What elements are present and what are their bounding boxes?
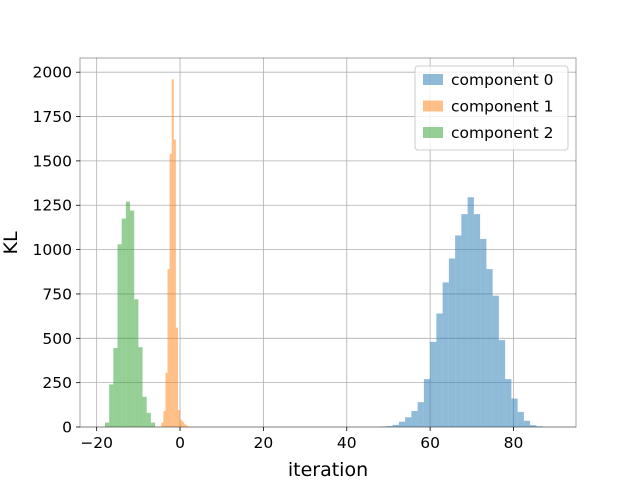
x-tick-label: 80: [504, 434, 524, 452]
histogram-bar: [536, 426, 543, 427]
histogram-bar: [405, 417, 412, 427]
x-tick-label: −20: [80, 434, 113, 452]
series-0-bars: [380, 197, 543, 427]
histogram-bar: [171, 79, 174, 428]
histogram-bar: [411, 411, 418, 427]
histogram-bar: [163, 411, 166, 427]
histogram-bar: [436, 313, 443, 427]
series-1-bars: [159, 79, 189, 428]
x-tick-label: 0: [175, 434, 185, 452]
histogram-bar: [511, 398, 518, 427]
y-tick-label: 2000: [33, 64, 72, 82]
histogram-bar: [186, 426, 189, 427]
series-2-bars: [105, 201, 156, 427]
histogram-bar: [117, 244, 122, 427]
legend-label: component 1: [451, 98, 553, 116]
histogram-bar: [182, 421, 185, 427]
legend-label: component 0: [451, 71, 553, 89]
histogram-bar: [461, 214, 468, 427]
y-tick-label: 1750: [33, 108, 72, 126]
histogram-bar: [138, 347, 143, 427]
histogram-bar: [530, 425, 537, 427]
x-axis-label: iteration: [288, 459, 368, 480]
histogram-bar: [417, 402, 424, 427]
legend-swatch: [423, 127, 443, 138]
histogram-bar: [173, 139, 176, 427]
histogram-bar: [134, 299, 139, 427]
y-axis-label: KL: [0, 231, 22, 254]
histogram-bar: [467, 197, 474, 427]
plot-frame: [79, 57, 577, 428]
y-tick-label: 750: [42, 285, 72, 303]
histogram-bar: [430, 341, 437, 427]
x-tick-label: 20: [254, 434, 274, 452]
histogram-bar: [398, 421, 406, 427]
histogram-bar: [492, 295, 499, 427]
histogram-bar: [130, 210, 135, 427]
histogram-bar: [150, 422, 156, 427]
histogram-bar: [169, 153, 172, 427]
legend-box: [414, 65, 569, 151]
histogram-bar: [180, 419, 183, 427]
legend-swatch: [423, 74, 443, 85]
axis-ticks: −20 0 20 40 60 80 0 250 500 750 1000 1250 1500 1750 20…: [33, 64, 524, 452]
histogram-bar: [175, 327, 178, 427]
histogram-bar: [161, 422, 164, 427]
histogram-bar: [423, 379, 431, 427]
y-tick-label: 1500: [33, 152, 72, 170]
histogram-bar: [113, 348, 118, 427]
histogram-bar: [165, 372, 168, 427]
legend-swatch: [423, 100, 443, 112]
histogram-bar: [184, 424, 187, 427]
histogram-bar: [523, 420, 531, 427]
y-tick-label: 1250: [33, 197, 72, 215]
y-tick-label: 500: [42, 330, 72, 348]
legend-label: component 2: [451, 124, 553, 142]
histogram-bar: [480, 238, 487, 427]
histogram-bar: [146, 412, 151, 427]
histogram-bar: [442, 282, 449, 427]
histogram-bar: [142, 396, 147, 427]
histogram-bar: [486, 269, 493, 427]
histogram-bar: [159, 426, 162, 427]
histogram-bar: [386, 426, 393, 427]
histogram-bar: [177, 410, 181, 427]
histogram-bar: [125, 201, 131, 427]
histogram-bar: [167, 269, 170, 427]
histogram-bar: [109, 384, 114, 427]
y-tick-label: 1000: [33, 241, 72, 259]
y-tick-label: 0: [62, 419, 72, 437]
histogram-bar: [392, 424, 399, 427]
axis-labels: iteration KL: [0, 231, 368, 480]
histogram-bar: [505, 379, 512, 427]
histogram-bar: [448, 258, 456, 427]
x-tick-label: 40: [337, 434, 357, 452]
histogram-bars: [105, 79, 543, 428]
histogram-bar: [121, 218, 126, 427]
histogram-bar: [105, 422, 110, 427]
histogram-bar: [517, 411, 524, 427]
legend: component 0 component 1 component 2: [414, 65, 569, 151]
x-tick-label: 60: [420, 434, 440, 452]
y-tick-label: 250: [42, 374, 72, 392]
histogram-bar: [455, 235, 462, 427]
axes-frame: [79, 57, 577, 428]
histogram-bar: [498, 340, 506, 427]
histogram-bar: [473, 214, 481, 427]
